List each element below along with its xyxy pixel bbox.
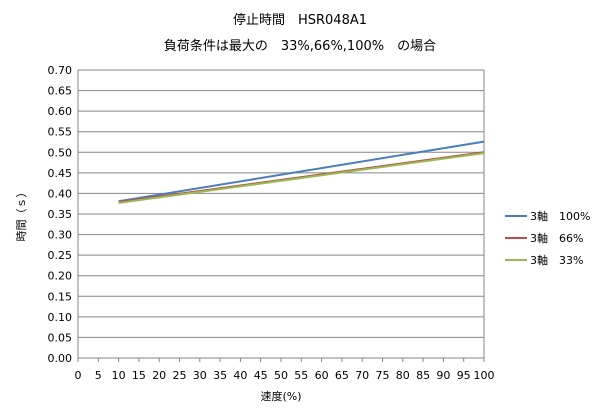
y-tick-label: 0.50 bbox=[48, 146, 73, 159]
y-tick-label: 0.30 bbox=[48, 229, 73, 242]
x-tick-label: 5 bbox=[95, 369, 102, 382]
y-tick-label: 0.20 bbox=[48, 270, 73, 283]
x-tick-label: 50 bbox=[274, 369, 288, 382]
x-tick-label: 40 bbox=[233, 369, 247, 382]
x-tick-label: 15 bbox=[132, 369, 146, 382]
chart-subtitle: 負荷条件は最大の 33%,66%,100% の場合 bbox=[163, 39, 437, 54]
y-tick-label: 0.00 bbox=[48, 352, 73, 365]
series-line-0 bbox=[118, 140, 485, 203]
x-axis-ticks: 0 5 10 15 20 25 30 35 40 45 50 55 60 65 70 75 80 85 90 95 10… bbox=[75, 358, 495, 382]
y-tick-label: 0.10 bbox=[48, 311, 73, 324]
legend-label: 3軸 66% bbox=[530, 231, 583, 245]
legend: 3軸 100% 3軸 66% 3軸 33% bbox=[505, 209, 590, 267]
y-tick-label: 0.65 bbox=[48, 85, 73, 98]
y-tick-label: 0.45 bbox=[48, 167, 73, 180]
legend-label: 3軸 33% bbox=[530, 253, 583, 267]
y-axis-label: 時間（ｓ） bbox=[15, 187, 28, 242]
x-tick-label: 65 bbox=[335, 369, 349, 382]
x-tick-label: 10 bbox=[112, 369, 126, 382]
x-tick-label: 55 bbox=[294, 369, 308, 382]
y-tick-label: 0.60 bbox=[48, 105, 73, 118]
y-tick-label: 0.25 bbox=[48, 249, 73, 262]
y-tick-label: 0.35 bbox=[48, 208, 73, 221]
series-lines bbox=[118, 140, 485, 204]
gridlines bbox=[78, 69, 484, 359]
x-tick-label: 25 bbox=[173, 369, 187, 382]
x-axis-label: 速度(%) bbox=[260, 389, 301, 403]
y-axis-ticks: 0.00 0.05 0.10 0.15 0.20 0.25 0.30 0.35 0.40 0.45… bbox=[48, 64, 73, 365]
x-tick-label: 60 bbox=[315, 369, 329, 382]
x-tick-label: 95 bbox=[457, 369, 471, 382]
x-tick-label: 80 bbox=[396, 369, 410, 382]
x-tick-label: 75 bbox=[376, 369, 390, 382]
y-tick-label: 0.05 bbox=[48, 331, 73, 344]
x-tick-label: 35 bbox=[213, 369, 227, 382]
legend-label: 3軸 100% bbox=[530, 209, 590, 223]
x-tick-label: 85 bbox=[416, 369, 430, 382]
y-tick-label: 0.40 bbox=[48, 187, 73, 200]
y-tick-label: 0.55 bbox=[48, 126, 73, 139]
x-tick-label: 90 bbox=[436, 369, 450, 382]
y-tick-label: 0.70 bbox=[48, 64, 73, 77]
series-line-2 bbox=[118, 152, 485, 204]
x-tick-label: 100 bbox=[474, 369, 495, 382]
x-tick-label: 70 bbox=[355, 369, 369, 382]
x-tick-label: 20 bbox=[152, 369, 166, 382]
chart-title: 停止時間 HSR048A1 bbox=[232, 13, 368, 28]
x-tick-label: 45 bbox=[254, 369, 268, 382]
y-tick-label: 0.15 bbox=[48, 290, 73, 303]
x-tick-label: 0 bbox=[75, 369, 82, 382]
x-tick-label: 30 bbox=[193, 369, 207, 382]
